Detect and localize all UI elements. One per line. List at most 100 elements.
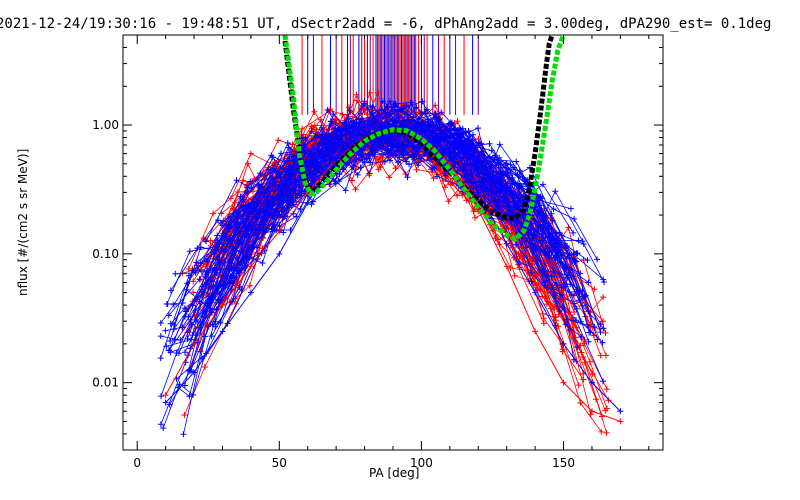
plus-marker — [219, 302, 226, 309]
plus-marker — [284, 140, 291, 146]
plus-marker — [245, 196, 252, 203]
x-tick-label: 100 — [410, 456, 433, 470]
plus-marker — [580, 241, 587, 247]
plus-marker — [265, 184, 272, 191]
plus-marker — [585, 308, 592, 315]
plus-marker — [556, 229, 563, 236]
plus-marker — [560, 379, 567, 386]
plus-marker — [333, 116, 340, 122]
plus-marker — [478, 151, 485, 158]
plus-marker — [550, 206, 557, 213]
plus-marker — [478, 140, 485, 147]
plus-marker — [357, 164, 364, 171]
plus-marker — [186, 393, 193, 400]
plus-marker — [215, 217, 222, 224]
plus-marker — [302, 150, 309, 157]
plus-marker — [167, 287, 174, 294]
plus-marker — [181, 305, 188, 312]
plus-marker — [201, 364, 208, 370]
plus-marker — [392, 165, 399, 172]
plus-marker — [157, 421, 164, 428]
plus-marker — [189, 267, 196, 274]
plus-marker — [271, 165, 278, 172]
plus-marker — [603, 429, 610, 436]
plus-marker — [210, 283, 217, 289]
plus-marker — [472, 214, 478, 221]
plus-marker — [216, 241, 223, 248]
plus-marker — [391, 101, 397, 108]
plus-marker — [586, 329, 593, 336]
plus-marker — [176, 381, 183, 388]
plus-marker — [492, 197, 499, 203]
plus-marker — [181, 382, 188, 389]
plus-marker — [489, 227, 496, 234]
plus-marker — [381, 158, 388, 165]
fit-curve-green — [282, 35, 566, 242]
plus-marker — [247, 150, 254, 157]
plus-marker — [413, 122, 420, 129]
plus-marker — [513, 158, 520, 165]
plus-marker — [372, 118, 379, 125]
plus-marker — [369, 103, 376, 110]
plus-marker — [345, 115, 352, 122]
plus-marker — [557, 249, 564, 256]
plus-marker — [387, 157, 393, 164]
plus-marker — [511, 204, 517, 211]
plus-marker — [180, 431, 187, 438]
plus-marker — [279, 204, 285, 211]
plus-marker — [216, 259, 223, 266]
plus-marker — [230, 274, 237, 281]
plus-marker — [446, 140, 453, 147]
plus-marker — [475, 125, 482, 132]
plus-marker — [580, 354, 586, 360]
plus-marker — [526, 253, 533, 260]
plus-marker — [193, 262, 200, 269]
plus-marker — [326, 140, 333, 147]
plus-marker — [475, 189, 482, 196]
plus-marker — [587, 321, 594, 328]
plus-marker — [269, 174, 276, 181]
plus-marker — [289, 141, 296, 148]
plus-marker — [162, 399, 169, 406]
plus-marker — [366, 89, 373, 96]
plus-marker — [310, 198, 316, 205]
plus-marker — [331, 178, 338, 185]
plus-marker — [585, 338, 592, 345]
plus-marker — [279, 214, 286, 221]
plus-marker — [567, 205, 574, 212]
plus-marker — [165, 347, 172, 354]
x-axis-label: PA [deg] — [369, 466, 420, 480]
plus-marker — [602, 407, 609, 414]
plus-marker — [299, 125, 306, 132]
plus-marker — [408, 99, 415, 106]
plus-marker — [486, 140, 493, 147]
plus-marker — [403, 158, 410, 165]
plus-marker — [162, 392, 169, 399]
plus-marker — [539, 211, 546, 218]
plus-marker — [313, 158, 320, 165]
plus-marker — [196, 276, 203, 283]
plus-marker — [552, 254, 559, 261]
plus-marker — [430, 175, 437, 182]
plus-marker — [157, 333, 164, 340]
plus-marker — [327, 145, 334, 152]
plus-marker — [239, 248, 246, 255]
plus-marker — [442, 172, 449, 179]
plus-marker — [503, 164, 510, 171]
plus-marker — [571, 309, 578, 315]
plus-marker — [574, 344, 581, 350]
plus-marker — [591, 286, 598, 293]
plus-marker — [257, 170, 264, 177]
y-tick-label: 0.01 — [92, 376, 119, 390]
fit-curve-layer — [282, 35, 566, 242]
plus-marker — [333, 132, 340, 139]
plus-marker — [244, 184, 251, 191]
plus-marker — [553, 233, 560, 240]
plus-marker — [436, 123, 443, 130]
plus-marker — [432, 102, 439, 109]
plus-marker — [552, 188, 559, 195]
plus-marker — [454, 192, 461, 199]
plus-marker — [488, 147, 495, 154]
plus-marker — [226, 266, 233, 273]
plus-marker — [503, 263, 510, 270]
